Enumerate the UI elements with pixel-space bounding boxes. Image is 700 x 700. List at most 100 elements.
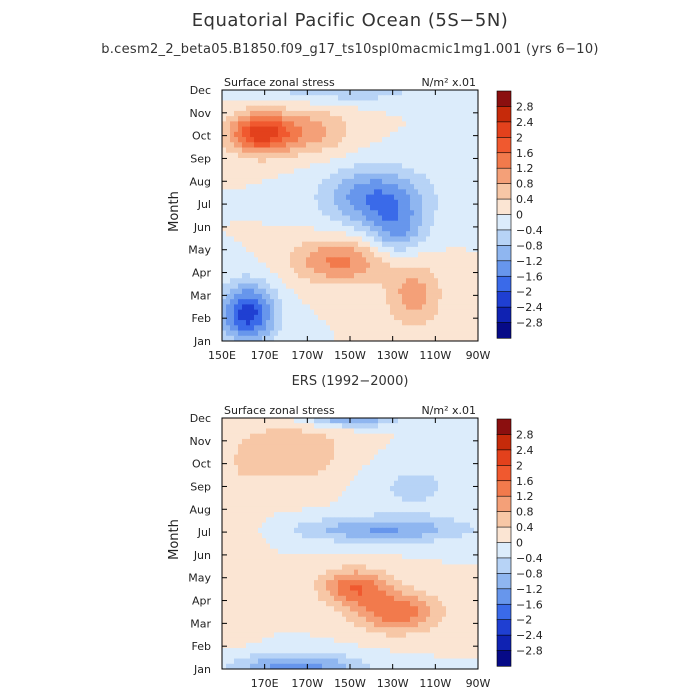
contour-cell (382, 553, 387, 560)
contour-cell (318, 533, 323, 539)
contour-cell (366, 199, 371, 206)
contour-cell (246, 522, 251, 529)
contour-cell (350, 512, 355, 518)
contour-cell (250, 205, 255, 211)
contour-cell (290, 444, 295, 450)
contour-cell (374, 262, 379, 269)
contour-cell (262, 278, 267, 284)
contour-cell (462, 533, 467, 539)
contour-cell (314, 189, 319, 195)
contour-cell (374, 105, 379, 112)
contour-cell (346, 273, 351, 279)
x-tick-label: 150E (208, 349, 236, 362)
contour-cell (458, 465, 463, 471)
contour-cell (226, 110, 231, 117)
contour-cell (434, 418, 439, 424)
contour-cell (258, 267, 263, 274)
contour-cell (422, 189, 427, 195)
contour-cell (474, 95, 479, 101)
contour-cell (446, 330, 451, 337)
contour-cell (470, 553, 475, 560)
contour-cell (346, 428, 351, 435)
contour-cell (422, 522, 427, 529)
contour-cell (446, 225, 451, 232)
contour-cell (266, 293, 271, 300)
contour-cell (290, 116, 295, 122)
contour-cell (262, 131, 267, 138)
contour-cell (382, 449, 387, 456)
contour-cell (438, 553, 443, 560)
contour-cell (302, 126, 307, 133)
contour-cell (282, 480, 287, 487)
contour-cell (250, 116, 255, 122)
contour-cell (274, 231, 279, 237)
contour-cell (430, 454, 435, 461)
contour-cell (354, 178, 359, 185)
contour-cell (438, 152, 443, 159)
contour-cell (454, 137, 459, 143)
contour-cell (474, 538, 479, 544)
contour-cell (234, 147, 239, 154)
contour-cell (370, 454, 375, 461)
contour-cell (310, 559, 315, 565)
contour-cell (390, 543, 395, 550)
contour-cell (322, 257, 327, 263)
contour-cell (394, 220, 399, 227)
contour-cell (234, 90, 239, 96)
contour-cell (326, 512, 331, 518)
contour-cell (242, 236, 247, 243)
contour-cell (438, 262, 443, 269)
contour-cell (398, 438, 403, 445)
contour-cell (230, 527, 235, 534)
contour-cell (402, 423, 407, 429)
contour-cell (294, 299, 299, 305)
contour-cell (294, 433, 299, 440)
contour-cell (338, 241, 343, 248)
contour-cell (394, 314, 399, 321)
contour-cell (454, 304, 459, 311)
contour-cell (330, 330, 335, 337)
contour-cell (274, 325, 279, 331)
contour-cell (266, 330, 271, 337)
contour-cell (410, 131, 415, 138)
contour-cell (298, 173, 303, 180)
contour-cell (238, 147, 243, 154)
contour-cell (426, 517, 431, 523)
contour-cell (254, 157, 259, 164)
contour-cell (358, 194, 363, 201)
contour-cell (466, 428, 471, 435)
contour-cell (410, 157, 415, 164)
contour-cell (270, 506, 275, 513)
contour-cell (242, 533, 247, 539)
contour-cell (386, 428, 391, 435)
contour-cell (270, 517, 275, 523)
contour-cell (374, 278, 379, 284)
contour-cell (274, 273, 279, 279)
contour-cell (390, 512, 395, 518)
contour-cell (370, 299, 375, 305)
contour-cell (270, 496, 275, 503)
contour-cell (258, 433, 263, 440)
contour-cell (294, 517, 299, 523)
contour-cell (294, 173, 299, 180)
contour-cell (470, 105, 475, 112)
contour-cell (282, 173, 287, 180)
contour-cell (426, 527, 431, 534)
contour-cell (346, 262, 351, 269)
contour-cell (362, 262, 367, 269)
contour-cell (434, 131, 439, 138)
contour-cell (362, 320, 367, 326)
contour-cell (346, 299, 351, 305)
contour-cell (234, 95, 239, 101)
contour-cell (334, 320, 339, 326)
contour-cell (242, 491, 247, 497)
contour-cell (366, 178, 371, 185)
contour-cell (374, 548, 379, 555)
contour-cell (270, 173, 275, 180)
contour-cell (418, 480, 423, 487)
contour-cell (290, 538, 295, 544)
contour-cell (306, 236, 311, 243)
contour-cell (458, 90, 463, 96)
contour-cell (422, 449, 427, 456)
contour-cell (290, 95, 295, 101)
